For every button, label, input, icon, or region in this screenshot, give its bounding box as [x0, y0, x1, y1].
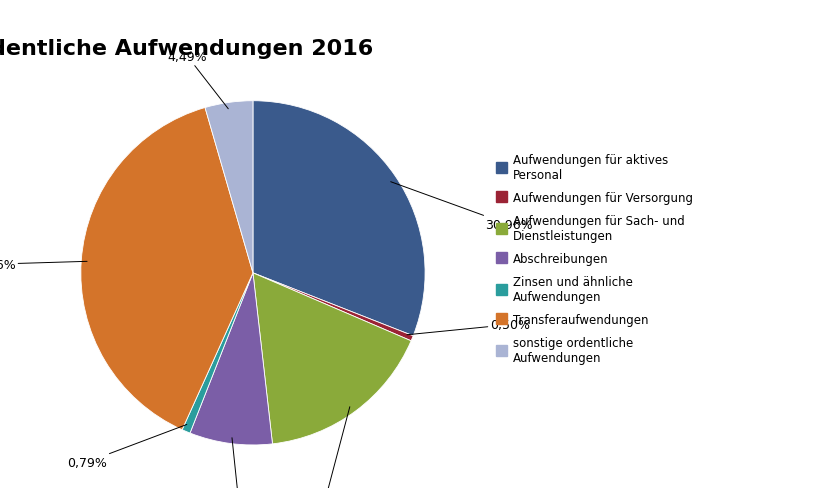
Text: 0,50%: 0,50%: [407, 318, 530, 335]
Text: 16,73%: 16,73%: [301, 407, 350, 488]
Wedge shape: [253, 273, 413, 341]
Wedge shape: [81, 108, 253, 430]
Text: 30,96%: 30,96%: [391, 183, 533, 232]
Text: 7,77%: 7,77%: [220, 438, 259, 488]
Wedge shape: [253, 102, 425, 336]
Text: 0,79%: 0,79%: [67, 425, 187, 468]
Text: 38,76%: 38,76%: [0, 258, 87, 271]
Wedge shape: [182, 273, 253, 433]
Wedge shape: [205, 102, 253, 273]
Wedge shape: [190, 273, 273, 445]
Legend: Aufwendungen für aktives
Personal, Aufwendungen für Versorgung, Aufwendungen für: Aufwendungen für aktives Personal, Aufwe…: [495, 153, 694, 364]
Wedge shape: [253, 273, 411, 444]
Title: Ordentliche Aufwendungen 2016: Ordentliche Aufwendungen 2016: [0, 39, 374, 59]
Text: 4,49%: 4,49%: [168, 51, 228, 109]
